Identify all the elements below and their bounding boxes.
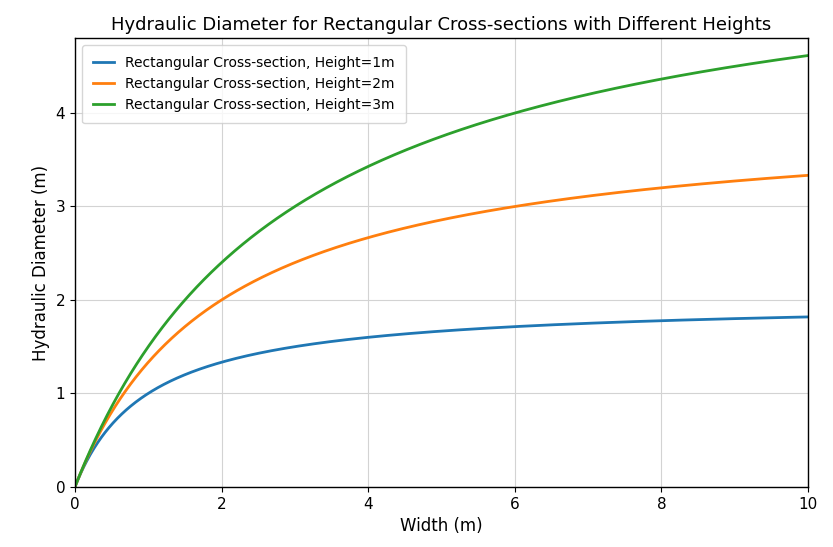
Title: Hydraulic Diameter for Rectangular Cross-sections with Different Heights: Hydraulic Diameter for Rectangular Cross…	[112, 16, 771, 34]
Rectangular Cross-section, Height=3m	[461, 125, 471, 131]
Rectangular Cross-section, Height=3m	[386, 153, 396, 160]
Rectangular Cross-section, Height=1m	[461, 326, 471, 333]
Line: Rectangular Cross-section, Height=1m: Rectangular Cross-section, Height=1m	[75, 317, 808, 487]
Legend: Rectangular Cross-section, Height=1m, Rectangular Cross-section, Height=2m, Rect: Rectangular Cross-section, Height=1m, Re…	[82, 45, 406, 123]
Rectangular Cross-section, Height=3m	[236, 243, 246, 249]
Rectangular Cross-section, Height=1m	[236, 354, 246, 360]
Rectangular Cross-section, Height=1m	[70, 484, 80, 490]
Rectangular Cross-section, Height=1m	[177, 373, 187, 379]
Rectangular Cross-section, Height=1m	[516, 323, 526, 330]
X-axis label: Width (m): Width (m)	[400, 517, 483, 535]
Line: Rectangular Cross-section, Height=3m: Rectangular Cross-section, Height=3m	[75, 56, 808, 487]
Rectangular Cross-section, Height=2m	[177, 325, 187, 332]
Rectangular Cross-section, Height=3m	[177, 299, 187, 306]
Rectangular Cross-section, Height=3m	[745, 61, 755, 67]
Rectangular Cross-section, Height=1m	[386, 332, 396, 339]
Rectangular Cross-section, Height=3m	[803, 53, 813, 59]
Rectangular Cross-section, Height=2m	[236, 285, 246, 292]
Rectangular Cross-section, Height=2m	[516, 202, 526, 209]
Rectangular Cross-section, Height=2m	[803, 172, 813, 179]
Rectangular Cross-section, Height=2m	[461, 212, 471, 218]
Rectangular Cross-section, Height=2m	[745, 177, 755, 183]
Rectangular Cross-section, Height=3m	[516, 108, 526, 114]
Rectangular Cross-section, Height=1m	[803, 313, 813, 320]
Y-axis label: Hydraulic Diameter (m): Hydraulic Diameter (m)	[32, 165, 50, 360]
Rectangular Cross-section, Height=3m	[70, 484, 80, 490]
Rectangular Cross-section, Height=2m	[70, 484, 80, 490]
Rectangular Cross-section, Height=2m	[386, 228, 396, 235]
Rectangular Cross-section, Height=1m	[745, 315, 755, 322]
Line: Rectangular Cross-section, Height=2m: Rectangular Cross-section, Height=2m	[75, 176, 808, 487]
